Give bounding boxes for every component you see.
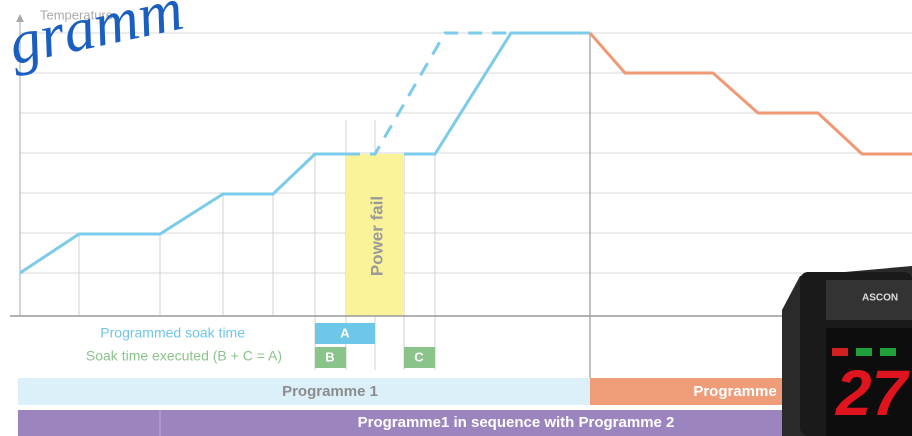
profile-line [404, 31, 590, 156]
device-brand: ASCON [862, 293, 898, 304]
box-a [315, 323, 375, 344]
handwriting: gramm [3, 0, 189, 78]
axis-label: Temperature [40, 7, 113, 22]
axis-arrow [16, 14, 24, 22]
profile-line-2 [588, 32, 912, 156]
programme2-bar [590, 378, 790, 405]
power-fail-label: Power fail [367, 196, 386, 276]
legend-programmed: Programmed soak time [100, 325, 245, 341]
profile-line [19, 152, 346, 275]
power-fail-zone [346, 154, 404, 316]
controller-device: ASCON 27 [782, 266, 912, 436]
box-a-label: A [340, 325, 350, 340]
programme1-label: Programme 1 [282, 383, 378, 400]
programme1-bar [18, 378, 590, 405]
profile-dashed [346, 31, 511, 156]
legend-executed: Soak time executed (B + C = A) [86, 348, 282, 364]
programme2-label: Programme [693, 383, 776, 400]
box-b-label: B [325, 349, 334, 364]
sequence-bar [18, 410, 912, 436]
device-display: 27 [835, 357, 911, 429]
box-c-label: C [414, 349, 424, 364]
box-c [404, 347, 435, 368]
sequence-label: Programme1 in sequence with Programme 2 [358, 414, 675, 431]
box-b [315, 347, 346, 368]
